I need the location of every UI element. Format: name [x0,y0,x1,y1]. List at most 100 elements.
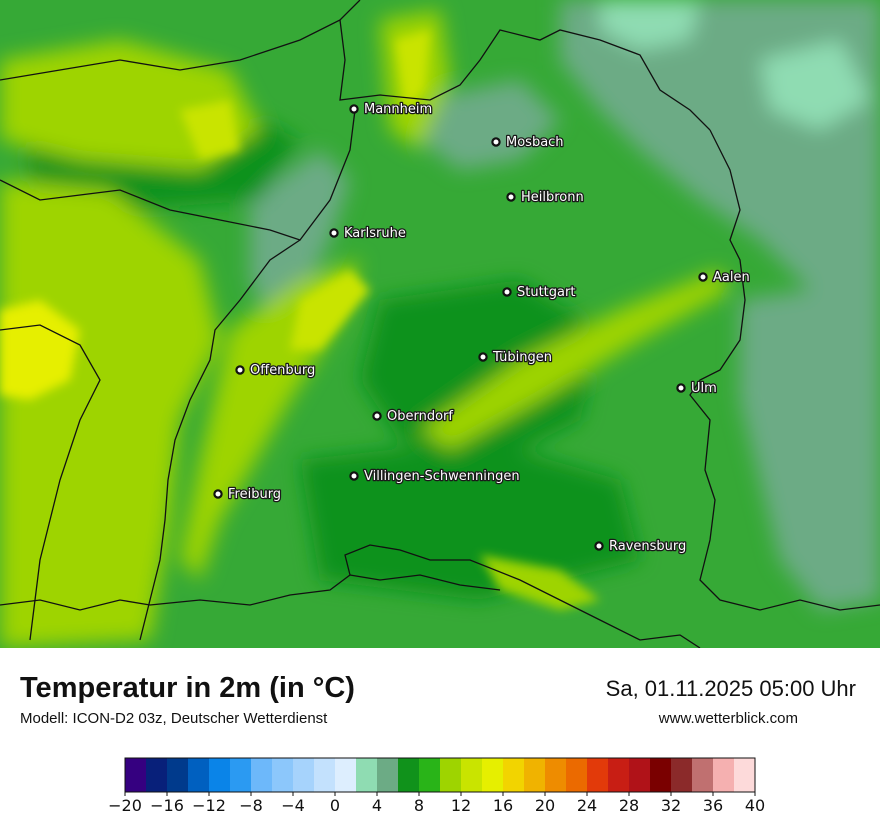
city-aalen: Aalen [698,269,751,286]
legend-tick-label: 0 [330,796,340,815]
legend-swatch [125,758,147,792]
legend-swatch [314,758,336,792]
legend-swatch [167,758,189,792]
legend-tick-label: −16 [150,796,184,815]
border-lake [349,574,501,591]
cool-zone-mid-north [420,80,560,170]
map-footer: Temperatur in 2m (in °C) Modell: ICON-D2… [0,648,880,830]
city-label: Villingen-Schwenningen [364,469,520,484]
legend-swatch [188,758,210,792]
map-title: Temperatur in 2m (in °C) [20,672,355,704]
border-rhine-palatinate [0,109,356,241]
legend-tick-label: 20 [535,796,555,815]
city-ravensburg: Ravensburg [594,538,688,555]
city-dot [349,104,359,114]
city-offenburg: Offenburg [235,362,317,379]
legend-swatch [230,758,252,792]
city-dot [698,272,708,282]
legend-swatch [503,758,525,792]
legend-swatch [251,758,273,792]
mint-zone-top [600,0,700,50]
warm-band-diagonal [420,270,730,450]
city-dot [676,383,686,393]
legend-swatch [482,758,504,792]
cool-zone-rhine-karlsruhe [250,150,350,320]
border-rhine-france [139,239,301,641]
border-switzerland [149,544,701,648]
yellow-zone-west [0,300,80,400]
city-dot [594,541,604,551]
color-legend: −20 −16 −12 −8 −4 0 4 8 12 16 20 24 28 32 36 40 [0,753,880,830]
cool-zone-east [740,280,880,610]
border-bavaria [689,129,880,611]
legend-swatch [461,758,483,792]
legend-swatch [293,758,315,792]
city-label: Aalen [713,270,750,285]
city-ulm: Ulm [676,380,718,397]
dark-zone-center [360,280,600,460]
legend-swatch [209,758,231,792]
legend-tick-label: −8 [239,796,263,815]
city-dot [349,471,359,481]
legend-swatch [440,758,462,792]
legend-swatch [398,758,420,792]
border-saar-west [0,324,101,641]
city-label: Karlsruhe [344,226,406,241]
city-freiburg: Freiburg [213,486,282,503]
border-north-hesse [339,19,711,131]
legend-tick-label: 32 [661,796,681,815]
legend-tick-label: −12 [192,796,226,815]
temperature-map: Mannheim Mosbach Heilbronn Karlsruhe Aalen St… [0,0,880,648]
borders [0,0,880,648]
city-label: Tübingen [492,350,552,365]
legend-swatch [524,758,546,792]
city-markers: Mannheim Mosbach Heilbronn Karlsruhe Aalen St… [213,101,751,555]
city-label: Freiburg [228,487,281,502]
city-dot [491,137,501,147]
legend-frame [124,757,756,793]
city-mosbach: Mosbach [491,134,565,151]
city-dot [213,489,223,499]
legend-swatch [356,758,378,792]
legend-swatch [734,758,756,792]
city-label: Heilbronn [521,190,584,205]
legend-tick-label: −20 [108,796,142,815]
city-karlsruhe: Karlsruhe [329,225,407,242]
legend-tick-label: 16 [493,796,513,815]
legend-tick-label: 40 [745,796,765,815]
legend-swatch [566,758,588,792]
legend-swatch [671,758,693,792]
legend-tick-label: 24 [577,796,597,815]
legend-tick-label: 12 [451,796,471,815]
legend-tick-label: 8 [414,796,424,815]
legend-swatch [272,758,294,792]
city-dot [502,287,512,297]
city-tübingen: Tübingen [478,349,553,366]
city-label: Mosbach [506,135,564,150]
warm-zone-west [0,180,220,648]
website-link: www.wetterblick.com [658,710,798,727]
legend-swatch [146,758,168,792]
legend-swatch [377,758,399,792]
border-northwest [0,0,361,81]
legend-tick-label: 36 [703,796,723,815]
yellow-zone-north [180,100,240,160]
city-dot [235,365,245,375]
city-label: Ravensburg [609,539,686,554]
city-label: Offenburg [250,363,315,378]
legend-tick-label: 28 [619,796,639,815]
city-dot [372,411,382,421]
city-oberndorf: Oberndorf [372,408,455,425]
border-southwest [0,599,151,611]
city-stuttgart: Stuttgart [502,284,577,301]
city-dot [478,352,488,362]
city-dot [329,228,339,238]
city-heilbronn: Heilbronn [506,189,585,206]
legend-swatch [629,758,651,792]
yellow-streak-rhine [290,270,370,350]
legend-swatch [419,758,441,792]
legend-swatch [587,758,609,792]
city-mannheim: Mannheim [349,101,433,118]
city-label: Oberndorf [387,409,453,424]
model-source: Modell: ICON-D2 03z, Deutscher Wetterdie… [20,710,328,727]
